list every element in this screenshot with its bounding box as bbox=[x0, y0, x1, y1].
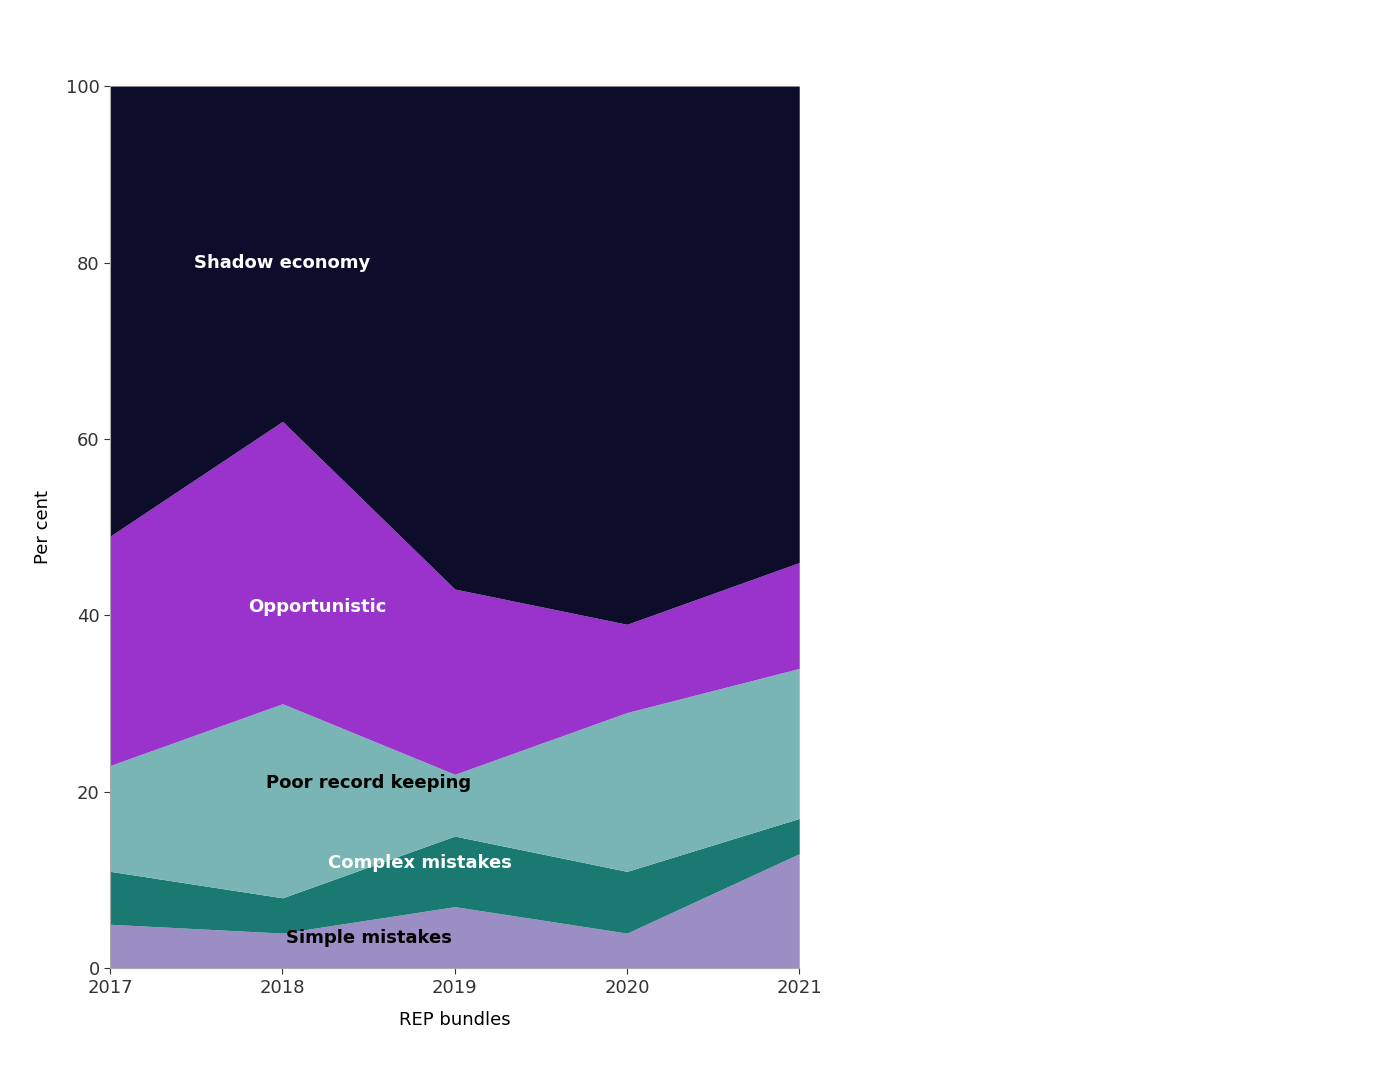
Text: Shadow economy: Shadow economy bbox=[194, 254, 371, 271]
Text: Opportunistic: Opportunistic bbox=[248, 597, 386, 615]
Text: Complex mistakes: Complex mistakes bbox=[328, 853, 513, 872]
Y-axis label: Per cent: Per cent bbox=[34, 491, 52, 564]
Text: Simple mistakes: Simple mistakes bbox=[285, 929, 452, 947]
X-axis label: REP bundles: REP bundles bbox=[398, 1010, 511, 1029]
Text: Poor record keeping: Poor record keeping bbox=[266, 774, 471, 792]
